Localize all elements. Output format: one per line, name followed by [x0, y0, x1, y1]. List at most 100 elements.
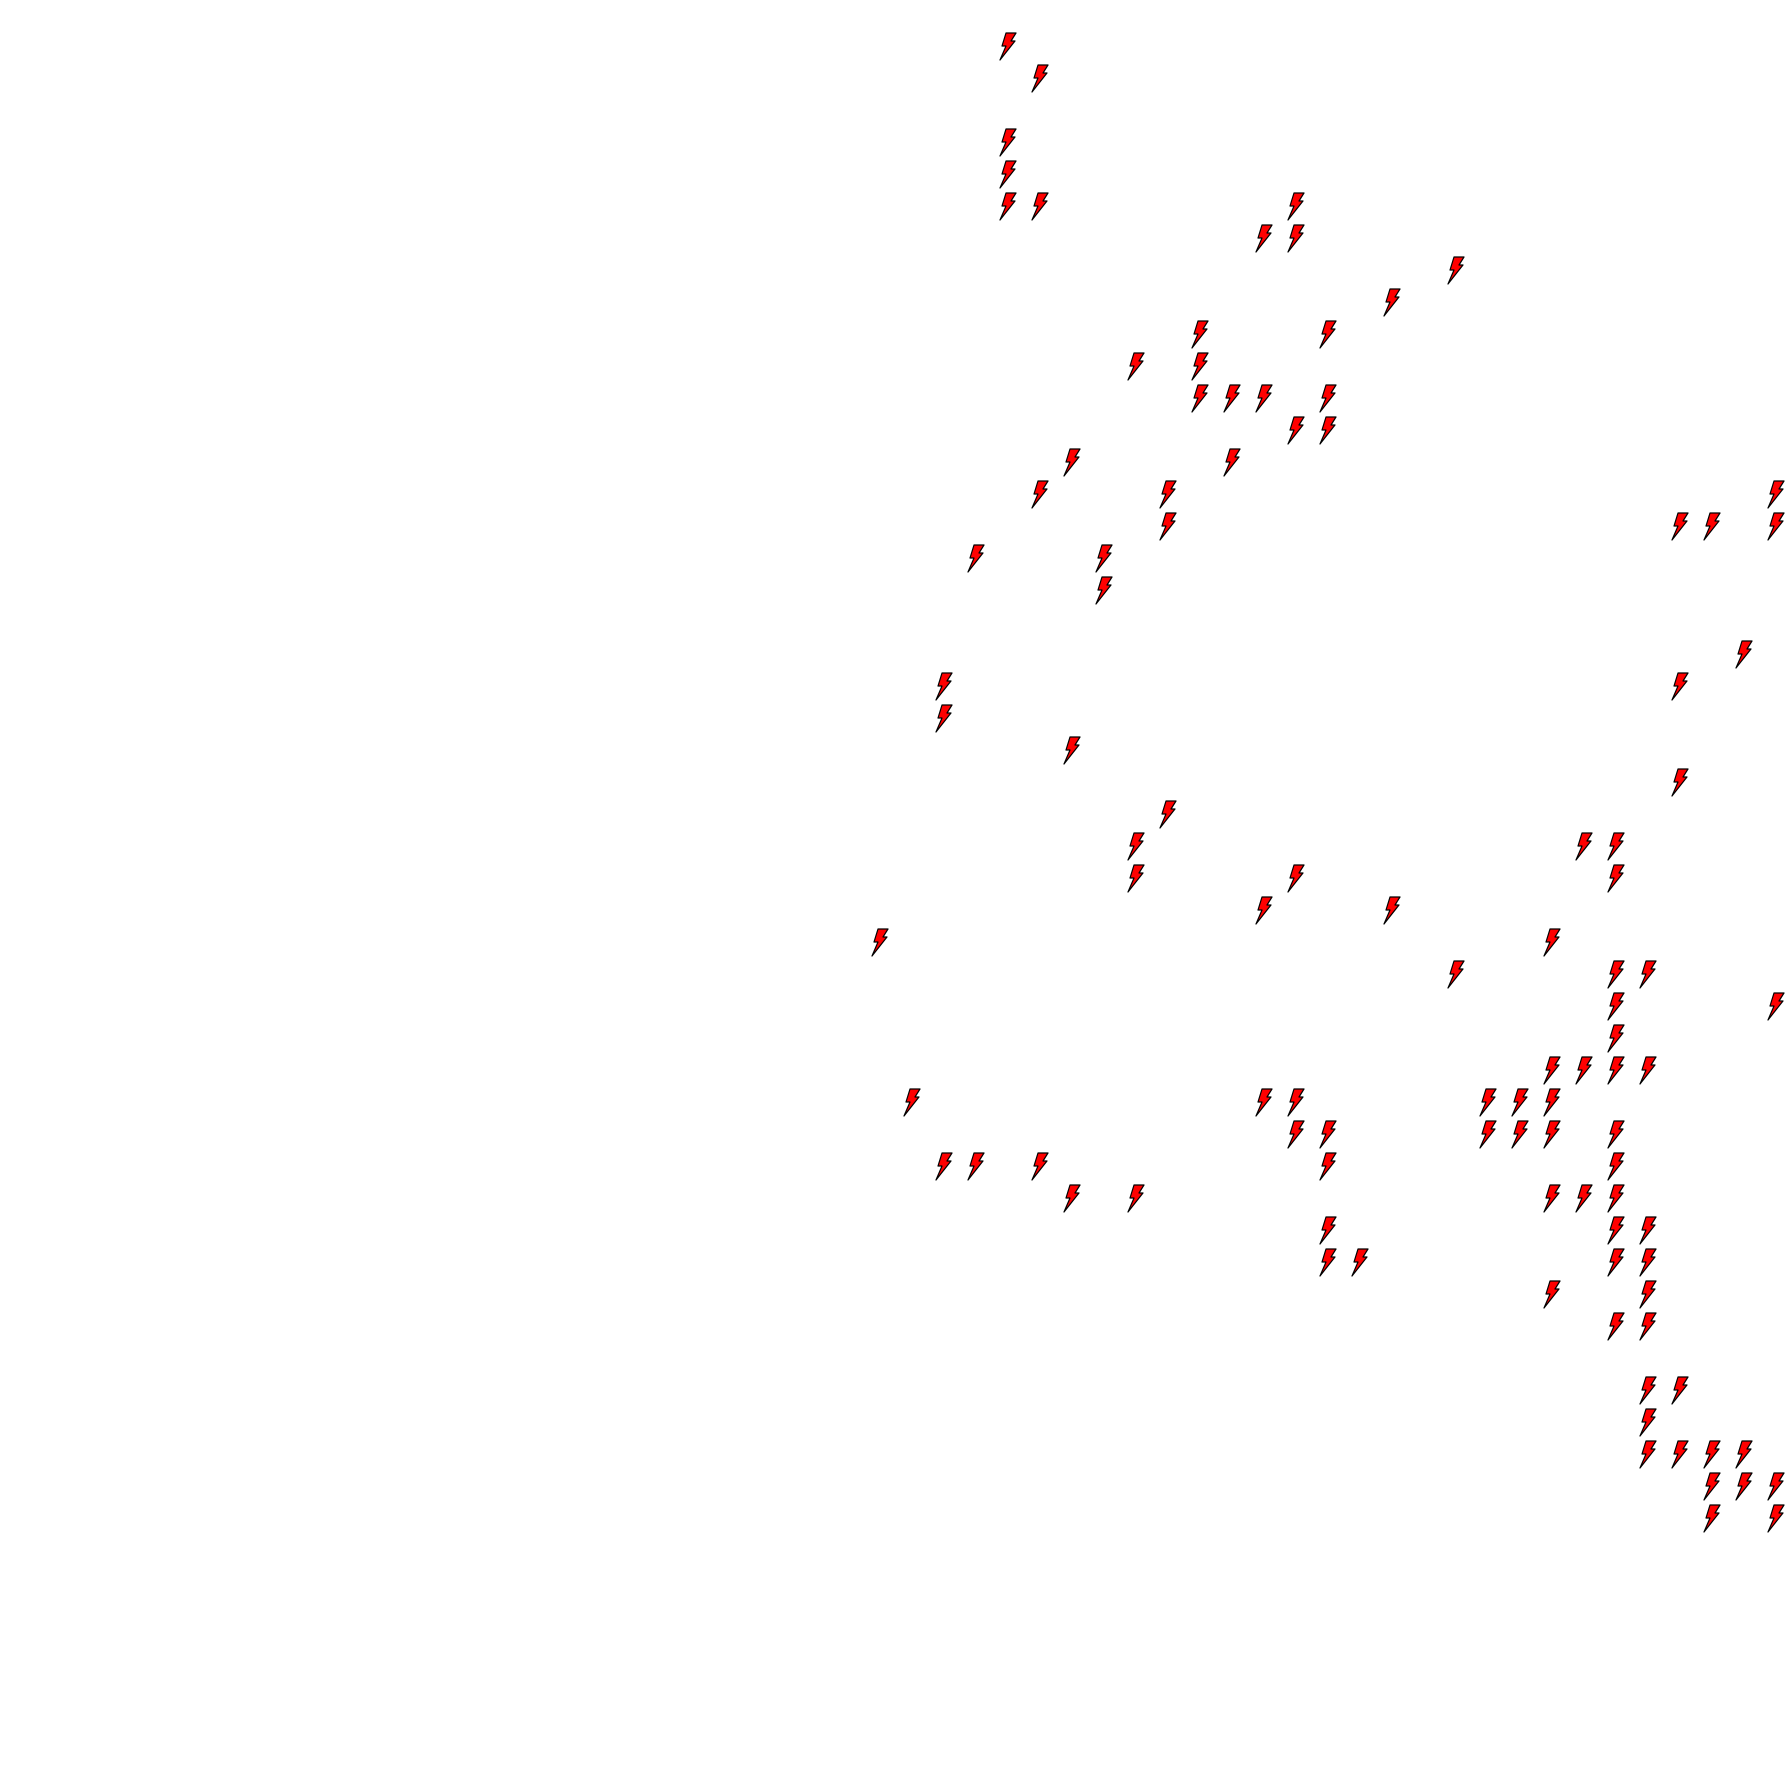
lightning-icon[interactable]: [1734, 1472, 1754, 1502]
lightning-icon[interactable]: [1606, 1152, 1626, 1182]
lightning-icon[interactable]: [1638, 1248, 1658, 1278]
lightning-icon[interactable]: [1734, 1440, 1754, 1470]
lightning-icon[interactable]: [1638, 1312, 1658, 1342]
lightning-icon[interactable]: [1222, 384, 1242, 414]
lightning-icon[interactable]: [1030, 480, 1050, 510]
lightning-icon[interactable]: [1254, 384, 1274, 414]
lightning-icon[interactable]: [1670, 672, 1690, 702]
lightning-icon[interactable]: [870, 928, 890, 958]
lightning-icon[interactable]: [1126, 832, 1146, 862]
lightning-icon[interactable]: [1318, 384, 1338, 414]
lightning-icon[interactable]: [1222, 448, 1242, 478]
lightning-icon[interactable]: [966, 1152, 986, 1182]
lightning-icon[interactable]: [1318, 1216, 1338, 1246]
lightning-icon[interactable]: [1350, 1248, 1370, 1278]
lightning-icon[interactable]: [1670, 1376, 1690, 1406]
lightning-icon[interactable]: [1126, 1184, 1146, 1214]
lightning-icon[interactable]: [1030, 64, 1050, 94]
lightning-icon[interactable]: [1606, 1056, 1626, 1086]
lightning-icon[interactable]: [1606, 992, 1626, 1022]
lightning-icon[interactable]: [1766, 1472, 1786, 1502]
lightning-icon[interactable]: [1478, 1120, 1498, 1150]
lightning-icon[interactable]: [998, 160, 1018, 190]
lightning-icon[interactable]: [1702, 1504, 1722, 1534]
lightning-icon[interactable]: [1638, 1056, 1658, 1086]
lightning-icon[interactable]: [1574, 832, 1594, 862]
lightning-icon[interactable]: [1510, 1120, 1530, 1150]
lightning-icon[interactable]: [1638, 1280, 1658, 1310]
lightning-icon[interactable]: [1606, 1120, 1626, 1150]
lightning-icon[interactable]: [1606, 1248, 1626, 1278]
lightning-icon[interactable]: [1190, 384, 1210, 414]
lightning-icon[interactable]: [1734, 640, 1754, 670]
lightning-icon[interactable]: [1606, 1312, 1626, 1342]
lightning-icon[interactable]: [1638, 1376, 1658, 1406]
lightning-icon[interactable]: [1094, 544, 1114, 574]
lightning-icon[interactable]: [1766, 512, 1786, 542]
lightning-icon[interactable]: [1542, 928, 1562, 958]
lightning-icon[interactable]: [1670, 768, 1690, 798]
lightning-icon[interactable]: [1158, 480, 1178, 510]
lightning-icon[interactable]: [1286, 416, 1306, 446]
lightning-icon[interactable]: [1126, 864, 1146, 894]
lightning-icon[interactable]: [1286, 1088, 1306, 1118]
lightning-icon[interactable]: [1254, 896, 1274, 926]
lightning-icon[interactable]: [1190, 352, 1210, 382]
lightning-icon[interactable]: [1606, 832, 1626, 862]
lightning-icon[interactable]: [1702, 1440, 1722, 1470]
lightning-icon[interactable]: [1030, 192, 1050, 222]
lightning-icon[interactable]: [1606, 960, 1626, 990]
lightning-icon[interactable]: [1542, 1184, 1562, 1214]
lightning-icon[interactable]: [1382, 896, 1402, 926]
lightning-icon[interactable]: [998, 32, 1018, 62]
lightning-icon[interactable]: [1318, 416, 1338, 446]
lightning-icon[interactable]: [1702, 1472, 1722, 1502]
lightning-icon[interactable]: [1254, 1088, 1274, 1118]
lightning-icon[interactable]: [1094, 576, 1114, 606]
lightning-icon[interactable]: [1606, 1184, 1626, 1214]
lightning-icon[interactable]: [1606, 864, 1626, 894]
lightning-icon[interactable]: [1606, 1024, 1626, 1054]
lightning-icon[interactable]: [1062, 1184, 1082, 1214]
lightning-icon[interactable]: [1446, 960, 1466, 990]
lightning-icon[interactable]: [1542, 1088, 1562, 1118]
lightning-icon[interactable]: [1254, 224, 1274, 254]
lightning-icon[interactable]: [934, 704, 954, 734]
lightning-icon[interactable]: [1286, 864, 1306, 894]
lightning-icon[interactable]: [1318, 1120, 1338, 1150]
lightning-icon[interactable]: [1638, 960, 1658, 990]
lightning-icon[interactable]: [1670, 512, 1690, 542]
lightning-icon[interactable]: [1158, 512, 1178, 542]
lightning-icon[interactable]: [1062, 448, 1082, 478]
lightning-icon[interactable]: [902, 1088, 922, 1118]
lightning-icon[interactable]: [934, 672, 954, 702]
lightning-icon[interactable]: [1318, 1152, 1338, 1182]
lightning-icon[interactable]: [998, 192, 1018, 222]
lightning-icon[interactable]: [1574, 1056, 1594, 1086]
lightning-icon[interactable]: [1062, 736, 1082, 766]
lightning-icon[interactable]: [1126, 352, 1146, 382]
lightning-icon[interactable]: [1638, 1408, 1658, 1438]
lightning-icon[interactable]: [1542, 1056, 1562, 1086]
lightning-icon[interactable]: [1286, 192, 1306, 222]
lightning-icon[interactable]: [1766, 1504, 1786, 1534]
lightning-icon[interactable]: [1542, 1280, 1562, 1310]
lightning-icon[interactable]: [934, 1152, 954, 1182]
lightning-icon[interactable]: [1286, 224, 1306, 254]
lightning-icon[interactable]: [1190, 320, 1210, 350]
lightning-icon[interactable]: [1286, 1120, 1306, 1150]
lightning-icon[interactable]: [998, 128, 1018, 158]
lightning-icon[interactable]: [1318, 320, 1338, 350]
lightning-icon[interactable]: [1766, 480, 1786, 510]
lightning-icon[interactable]: [1670, 1440, 1690, 1470]
lightning-icon[interactable]: [1318, 1248, 1338, 1278]
lightning-icon[interactable]: [1382, 288, 1402, 318]
lightning-icon[interactable]: [1510, 1088, 1530, 1118]
lightning-icon[interactable]: [1638, 1216, 1658, 1246]
lightning-icon[interactable]: [1638, 1440, 1658, 1470]
lightning-icon[interactable]: [1030, 1152, 1050, 1182]
lightning-icon[interactable]: [1766, 992, 1786, 1022]
lightning-icon[interactable]: [1702, 512, 1722, 542]
lightning-icon[interactable]: [1574, 1184, 1594, 1214]
